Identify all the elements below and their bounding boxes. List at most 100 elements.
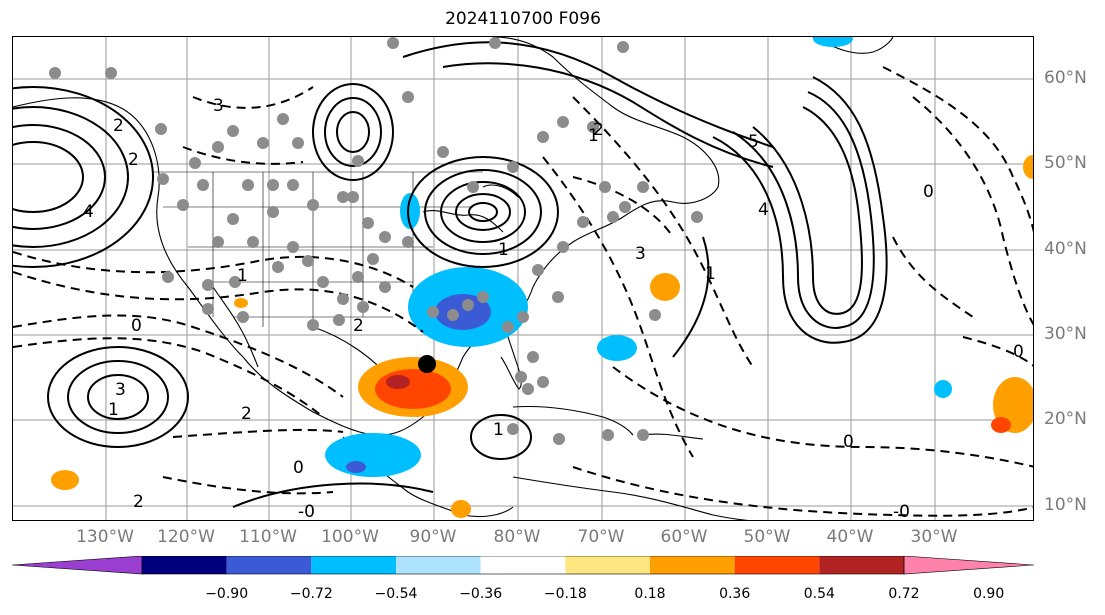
- station-dot: [229, 276, 241, 288]
- colorbar-cell: [142, 556, 227, 574]
- station-dot: [467, 181, 479, 193]
- contour-label: 1: [705, 264, 716, 284]
- station-dot: [522, 383, 534, 395]
- station-dot: [437, 146, 449, 158]
- station-dot: [691, 211, 703, 223]
- contour-label: 2: [353, 316, 364, 336]
- station-dot: [557, 241, 569, 253]
- longitude-label: 100°W: [321, 527, 379, 547]
- longitude-label: 80°W: [493, 527, 541, 547]
- longitude-label: 30°W: [910, 527, 958, 547]
- map-title: 2024110700 F096: [445, 9, 601, 29]
- station-dot: [227, 213, 239, 225]
- colorbar-tick-label: −0.36: [459, 586, 503, 602]
- longitude-label: 40°W: [826, 527, 874, 547]
- negative-anomaly-atlantic: [597, 335, 637, 361]
- station-dot: [537, 376, 549, 388]
- latitude-label: 60°N: [1044, 68, 1087, 88]
- contour-label: 1: [108, 400, 119, 420]
- storm-center-marker: [418, 355, 436, 373]
- station-dot: [379, 281, 391, 293]
- colorbar-extend-high: [903, 556, 1035, 575]
- station-dot: [352, 155, 364, 167]
- contour-label: 2: [593, 120, 604, 140]
- contour-label: 2: [113, 116, 124, 136]
- station-dot: [277, 113, 289, 125]
- station-dot: [257, 137, 269, 149]
- longitude-label: 120°W: [157, 527, 215, 547]
- colorbar-tick-label: 0.36: [719, 586, 751, 602]
- colorbar-tick-label: −0.90: [205, 586, 249, 602]
- station-dot: [557, 116, 569, 128]
- station-dot: [197, 179, 209, 191]
- colorbar: [11, 556, 1035, 575]
- negative-anomaly-greenland: [813, 37, 853, 47]
- colorbar-tick-label: 0.72: [888, 586, 920, 602]
- station-dot: [617, 41, 629, 53]
- colorbar-tick-label: −0.72: [289, 586, 333, 602]
- station-dot: [357, 301, 369, 313]
- colorbar-tick-label: −0.18: [543, 586, 587, 602]
- cuba: [512, 405, 634, 436]
- colorbar-tick-label: 0.18: [634, 586, 666, 602]
- contour-label: 3: [213, 96, 224, 116]
- station-dot: [637, 181, 649, 193]
- colorbar-cell: [650, 556, 735, 574]
- longitude-label: 110°W: [239, 527, 297, 547]
- station-dot: [155, 123, 167, 135]
- positive-anomaly-gulf-core: [375, 369, 451, 409]
- latitude-label: 10°N: [1044, 495, 1087, 515]
- colorbar-tick-label: 0.54: [803, 586, 835, 602]
- station-dot: [527, 351, 539, 363]
- colorbar-cell: [480, 556, 566, 574]
- station-dot: [402, 236, 414, 248]
- station-dot: [202, 303, 214, 315]
- station-dot: [307, 199, 319, 211]
- station-dot: [247, 236, 259, 248]
- station-dot: [489, 37, 501, 49]
- station-dot: [307, 319, 319, 331]
- colorbar-cell: [311, 556, 396, 574]
- latitude-label: 30°N: [1044, 324, 1087, 344]
- contour-label: 2: [128, 150, 139, 170]
- negative-anomaly-nearest-atlantic: [934, 380, 952, 398]
- contour-label: 4: [758, 200, 769, 220]
- station-dot: [637, 429, 649, 441]
- station-dot: [287, 241, 299, 253]
- solid-contours: [13, 41, 888, 508]
- station-dot: [162, 271, 174, 283]
- colorbar-cell: [819, 556, 904, 574]
- positive-anomaly-gulf-peak: [386, 375, 410, 389]
- station-dot: [619, 201, 631, 213]
- longitude-label: 70°W: [577, 527, 625, 547]
- contour-label: 3: [635, 244, 646, 264]
- station-dot: [602, 429, 614, 441]
- positive-anomaly-pacific: [51, 470, 79, 490]
- latitude-label: 20°N: [1044, 409, 1087, 429]
- latitude-label: 40°N: [1044, 239, 1087, 259]
- station-dot: [189, 157, 201, 169]
- station-dot: [302, 255, 314, 267]
- contour-label: -0: [298, 502, 315, 521]
- map-panel: 3 2 1 0 -0 4 5 3 2 1 0 1 2 3 0 1 -0 2 1 0 2 4 0 1 2: [12, 36, 1034, 521]
- station-dot: [553, 433, 565, 445]
- contour-label: 3: [115, 380, 126, 400]
- negative-anomaly-lakes: [400, 193, 420, 229]
- contour-label: 1: [498, 240, 509, 260]
- contour-label: 1: [493, 420, 504, 440]
- positive-anomaly-atlantic-west: [650, 273, 680, 301]
- station-dot: [333, 314, 345, 326]
- positive-anomaly-baja: [234, 298, 248, 308]
- contour-label: 2: [241, 404, 252, 424]
- baja: [212, 286, 259, 368]
- station-dot: [649, 309, 661, 321]
- colorbar-cell: [565, 556, 650, 574]
- contour-label: 4: [83, 202, 94, 222]
- station-dot: [387, 37, 399, 49]
- station-dot: [507, 423, 519, 435]
- station-dot: [317, 276, 329, 288]
- contour-label: 0: [843, 432, 854, 452]
- negative-anomaly-central-core: [346, 461, 366, 473]
- station-dot: [587, 121, 599, 133]
